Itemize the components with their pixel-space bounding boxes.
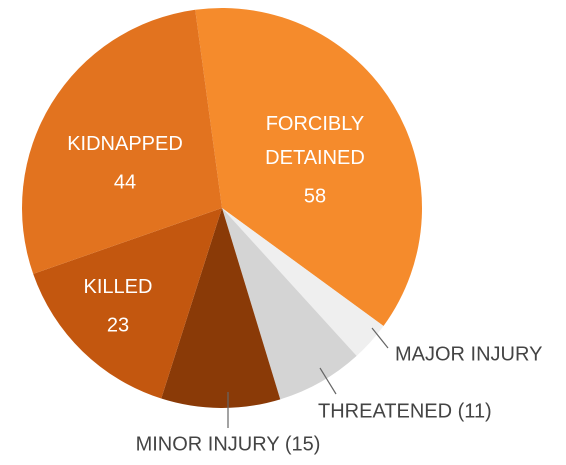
label-line: DETAINED: [265, 147, 365, 169]
slice-value: 44: [114, 171, 136, 193]
slice-value: 58: [304, 185, 326, 207]
pie-slice: [22, 9, 223, 274]
pie-slice: [222, 208, 357, 400]
slice-value: 23: [107, 314, 129, 336]
leader-line: [371, 327, 389, 349]
slice-label: KIDNAPPED: [67, 133, 183, 155]
slice-label: THREATENED (11): [318, 400, 492, 422]
slice-label: MINOR INJURY (15): [136, 433, 321, 455]
slice-label: FORCIBLY DETAINED: [265, 113, 365, 169]
slice-label: MAJOR INJURY: [395, 343, 542, 365]
label-line: FORCIBLY: [266, 113, 365, 135]
pie-slice: [161, 208, 281, 408]
label-line: KILLED: [84, 276, 153, 298]
label-line: KIDNAPPED: [67, 133, 183, 155]
pie-slice: [33, 208, 223, 399]
pie-slice: [222, 208, 384, 356]
pie-slice: [195, 8, 422, 326]
slice-label: KILLED: [84, 276, 153, 298]
leader-line: [319, 367, 337, 395]
